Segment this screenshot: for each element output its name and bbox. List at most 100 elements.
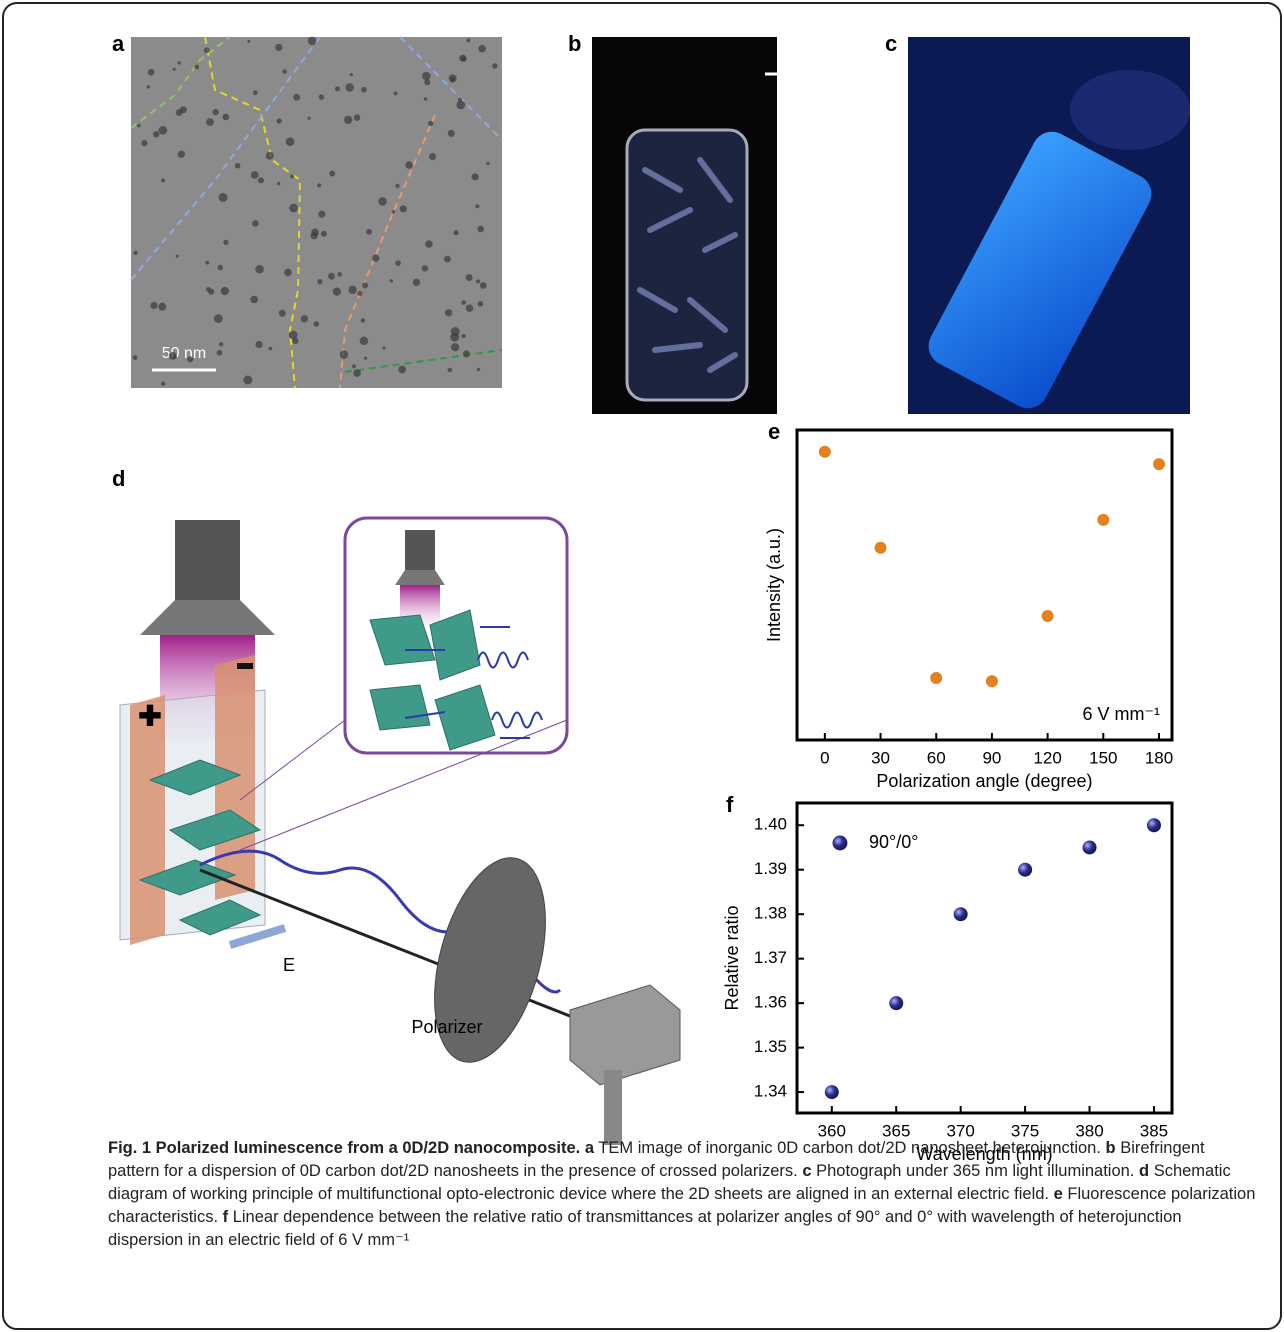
data-point	[986, 675, 998, 687]
nanodot	[222, 114, 229, 121]
data-point	[1083, 840, 1097, 854]
y-tick-label: 1.34	[754, 1082, 787, 1101]
legend-marker	[833, 836, 847, 850]
nanodot	[276, 118, 281, 123]
nanodot	[266, 152, 274, 160]
nanodot	[275, 44, 282, 51]
y-tick-label: 1.40	[754, 815, 787, 834]
panel-label: b	[568, 31, 581, 56]
caption-panel-letter: e	[1054, 1185, 1063, 1203]
nanodot	[337, 272, 342, 277]
plot-frame	[797, 430, 1172, 740]
nanodot	[293, 94, 300, 101]
nanodot	[382, 346, 385, 349]
y-tick-label: 1.35	[754, 1037, 787, 1056]
nanodot	[451, 327, 460, 336]
nanodot	[360, 337, 369, 346]
nanodot	[451, 343, 459, 351]
nanodot	[178, 151, 185, 158]
data-point	[819, 446, 831, 458]
nanodot	[361, 87, 367, 93]
nanodot	[378, 197, 387, 206]
nanodot	[277, 182, 280, 185]
x-tick-label: 150	[1089, 748, 1117, 767]
data-point	[1153, 458, 1165, 470]
nanodot	[161, 382, 165, 386]
y-tick-label: 1.37	[754, 948, 787, 967]
data-point	[1018, 863, 1032, 877]
nanodot	[137, 124, 140, 127]
figure: 50 nm a b c d ✚ Polarizer E e030	[0, 0, 1284, 1332]
caption-panel-letter: c	[802, 1162, 811, 1180]
data-point	[954, 907, 968, 921]
panel-label: e	[768, 419, 780, 444]
nanodot	[422, 72, 431, 81]
nanodot	[176, 109, 183, 116]
data-point	[875, 542, 887, 554]
nanodot	[413, 279, 420, 286]
y-tick-label: 1.39	[754, 859, 787, 878]
nanodot	[475, 204, 479, 208]
figure-page: 50 nm a b c d ✚ Polarizer E e030	[0, 0, 1284, 1332]
nanodot	[214, 314, 223, 323]
nanodot	[357, 291, 362, 296]
nanodot	[321, 231, 327, 237]
nanodot	[477, 226, 484, 233]
detector-stand	[604, 1070, 622, 1145]
nanodot	[428, 121, 433, 126]
nanodot	[400, 205, 407, 212]
nanodot	[429, 153, 436, 160]
nanodot	[354, 114, 360, 120]
nanodot	[250, 296, 258, 304]
nanodot	[398, 366, 406, 374]
nanodot	[133, 251, 137, 255]
hand	[1070, 70, 1190, 150]
nanodot	[253, 90, 258, 95]
caption-text: TEM image of inorganic 0D carbon dot/2D …	[598, 1139, 1101, 1157]
caption-panel-letter: f	[223, 1208, 229, 1226]
x-tick-label: 90	[982, 748, 1001, 767]
nanodot	[173, 68, 176, 71]
nanodot	[289, 204, 298, 213]
data-point	[825, 1085, 839, 1099]
nanodot	[269, 347, 273, 351]
caption-title: Fig. 1 Polarized luminescence from a 0D/…	[108, 1139, 580, 1157]
panel-label: a	[112, 31, 125, 56]
y-axis-label: Intensity (a.u.)	[764, 528, 784, 642]
nanodot	[463, 350, 470, 357]
annotation: 6 V mm⁻¹	[1082, 704, 1160, 724]
nanodot	[235, 163, 241, 169]
caption-panel-letter: a	[585, 1139, 594, 1157]
nanodot	[486, 162, 489, 165]
nanodot	[219, 342, 223, 346]
field-arrow	[230, 928, 285, 945]
nanodot	[187, 356, 193, 362]
nanodot	[255, 265, 264, 274]
nanodot	[194, 65, 199, 70]
nanodot	[252, 220, 259, 227]
nanodot	[466, 274, 473, 281]
nanodot	[282, 69, 286, 73]
x-tick-label: 60	[927, 748, 946, 767]
inset-lamp	[405, 530, 435, 570]
caption: Fig. 1 Polarized luminescence from a 0D/…	[108, 1137, 1258, 1252]
nanodot	[301, 315, 308, 322]
nanodot	[478, 45, 486, 53]
nanodot	[394, 91, 398, 95]
nanodot	[405, 161, 413, 169]
nanodot	[364, 357, 367, 360]
nanodot	[169, 352, 177, 360]
nanodot	[141, 140, 147, 146]
lamp	[175, 520, 240, 600]
x-axis-label: Polarization angle (degree)	[876, 771, 1092, 791]
field-label: E	[283, 955, 295, 975]
sign: ✚	[138, 700, 161, 731]
caption-text: Photograph under 365 nm light illuminati…	[816, 1162, 1134, 1180]
nanodot	[372, 255, 379, 262]
nanodot	[314, 321, 320, 327]
data-point	[889, 996, 903, 1010]
nanodot	[348, 286, 356, 294]
nanodot	[279, 310, 286, 317]
nanodot	[150, 302, 157, 309]
nanodot	[333, 287, 341, 295]
